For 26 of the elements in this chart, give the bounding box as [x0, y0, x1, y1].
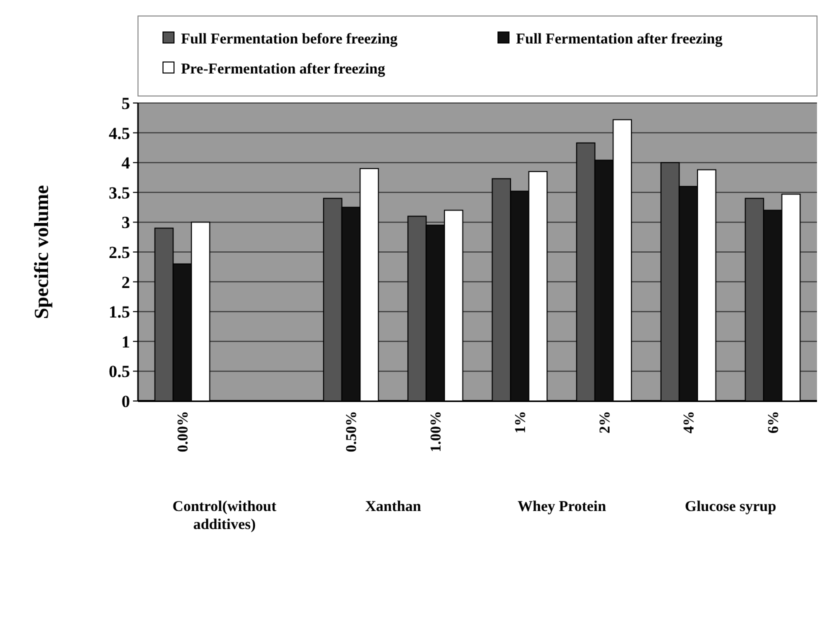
- x-tick-label: 0.50%: [344, 411, 360, 452]
- text: Xanthan: [365, 499, 422, 515]
- text: Glucose syrup: [684, 499, 776, 515]
- y-tick-label: 3.5: [108, 183, 130, 202]
- x-tick-label: 1%: [512, 411, 529, 434]
- text: Control(without additives): [172, 499, 276, 533]
- y-axis-title: Specific volume: [31, 184, 53, 319]
- y-tick-label: 1: [122, 332, 130, 352]
- y-tick-label: 1.5: [108, 302, 130, 322]
- x-tick-label: 4%: [682, 411, 698, 434]
- x-tick-label: 6%: [766, 411, 782, 434]
- text: Whey Protein: [518, 499, 607, 515]
- legend-label: Pre-Fermentation after freezing: [181, 61, 386, 78]
- x-tick-label: 1.00%: [428, 411, 445, 452]
- y-tick-label: 3: [122, 213, 130, 232]
- y-tick-label: 2.5: [108, 242, 130, 262]
- legend-label: Full Fermentation before freezing: [181, 31, 398, 48]
- y-tick-label: 5: [122, 94, 130, 113]
- y-tick-label: 0: [122, 392, 130, 411]
- y-tick-label: 2: [122, 272, 130, 292]
- y-tick-label: 4: [122, 154, 130, 173]
- x-tick-label: 0.00%: [176, 411, 192, 452]
- y-tick-label: 0.5: [108, 362, 130, 382]
- legend-label: Full Fermentation after freezing: [516, 31, 723, 48]
- y-tick-label: 4.5: [108, 124, 130, 143]
- x-tick-label: 2%: [597, 411, 614, 434]
